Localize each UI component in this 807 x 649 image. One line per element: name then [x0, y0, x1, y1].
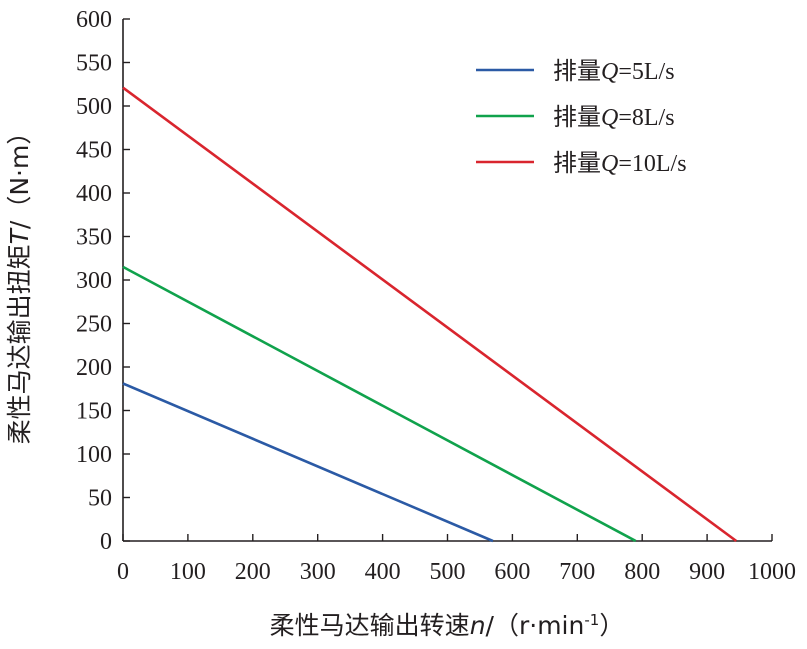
series-line-3 [122, 86, 738, 543]
legend-label-1: 排量Q=5L/s [553, 57, 675, 85]
y-tick-label: 0 [100, 529, 112, 555]
legend: 排量Q=5L/s 排量Q=8L/s 排量Q=10L/s [476, 57, 687, 177]
series-lines [122, 86, 738, 543]
x-tick-label: 300 [300, 559, 336, 585]
x-axis-label: 柔性马达输出转速n/（r·min-1） [270, 611, 625, 640]
x-tick-label: 600 [494, 559, 530, 585]
x-tick-label: 1000 [748, 559, 796, 585]
x-tick-label: 500 [430, 559, 466, 585]
y-tick-label: 550 [76, 51, 112, 77]
y-tick-label: 450 [76, 138, 112, 164]
y-axis-ticks: 0 50 100 150 200 250 300 350 400 450 500 550 600 [76, 7, 130, 555]
y-tick-label: 600 [76, 7, 112, 33]
y-tick-label: 250 [76, 312, 112, 338]
y-tick-label: 350 [76, 225, 112, 251]
series-line-1 [122, 382, 494, 543]
legend-label-2: 排量Q=8L/s [553, 103, 675, 131]
y-tick-label: 200 [76, 355, 112, 381]
x-tick-label: 400 [365, 559, 401, 585]
x-tick-label: 900 [689, 559, 725, 585]
x-axis-ticks: 0 100 200 300 400 500 600 700 800 900 1000 [117, 534, 796, 585]
x-tick-label: 200 [235, 559, 271, 585]
y-tick-label: 150 [76, 399, 112, 425]
x-tick-label: 700 [559, 559, 595, 585]
y-tick-label: 100 [76, 442, 112, 468]
y-tick-label: 500 [76, 94, 112, 120]
x-tick-label: 0 [117, 559, 129, 585]
legend-label-3: 排量Q=10L/s [553, 149, 687, 177]
series-line-2 [122, 265, 637, 543]
y-tick-label: 300 [76, 268, 112, 294]
x-tick-label: 100 [170, 559, 206, 585]
y-tick-label: 400 [76, 181, 112, 207]
x-tick-label: 800 [624, 559, 660, 585]
y-axis-label: 柔性马达输出扭矩T/（N·m） [5, 120, 34, 445]
y-tick-label: 50 [88, 486, 112, 512]
